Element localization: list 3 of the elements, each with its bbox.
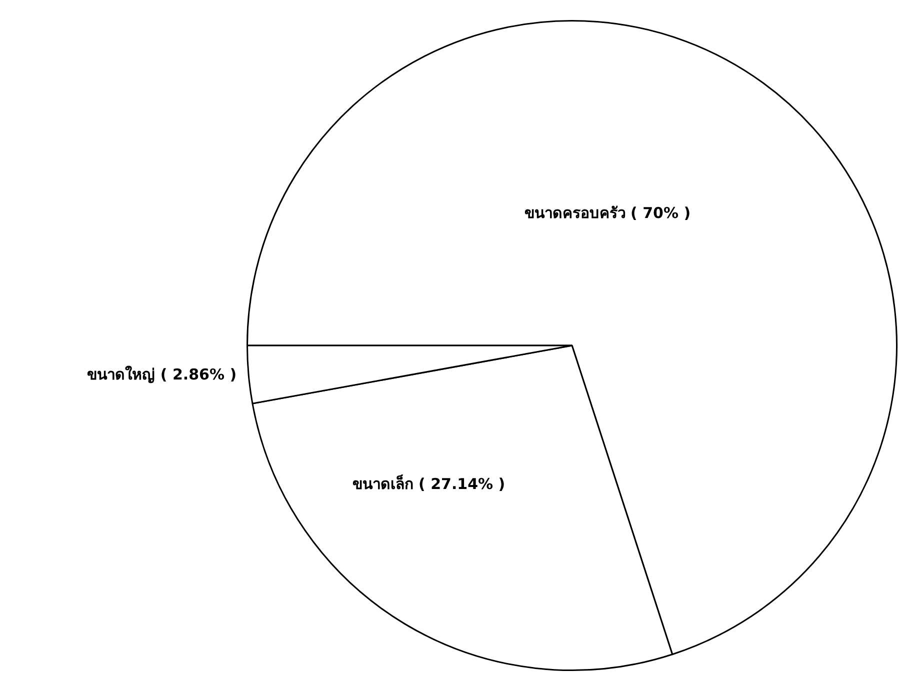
slice-label: ขนาดเล็ก ( 27.14% ) [352,474,506,493]
slice-label: ขนาดใหญ่ ( 2.86% ) [87,366,237,384]
slice-label: ขนาดครอบครัว ( 70% ) [524,204,691,222]
